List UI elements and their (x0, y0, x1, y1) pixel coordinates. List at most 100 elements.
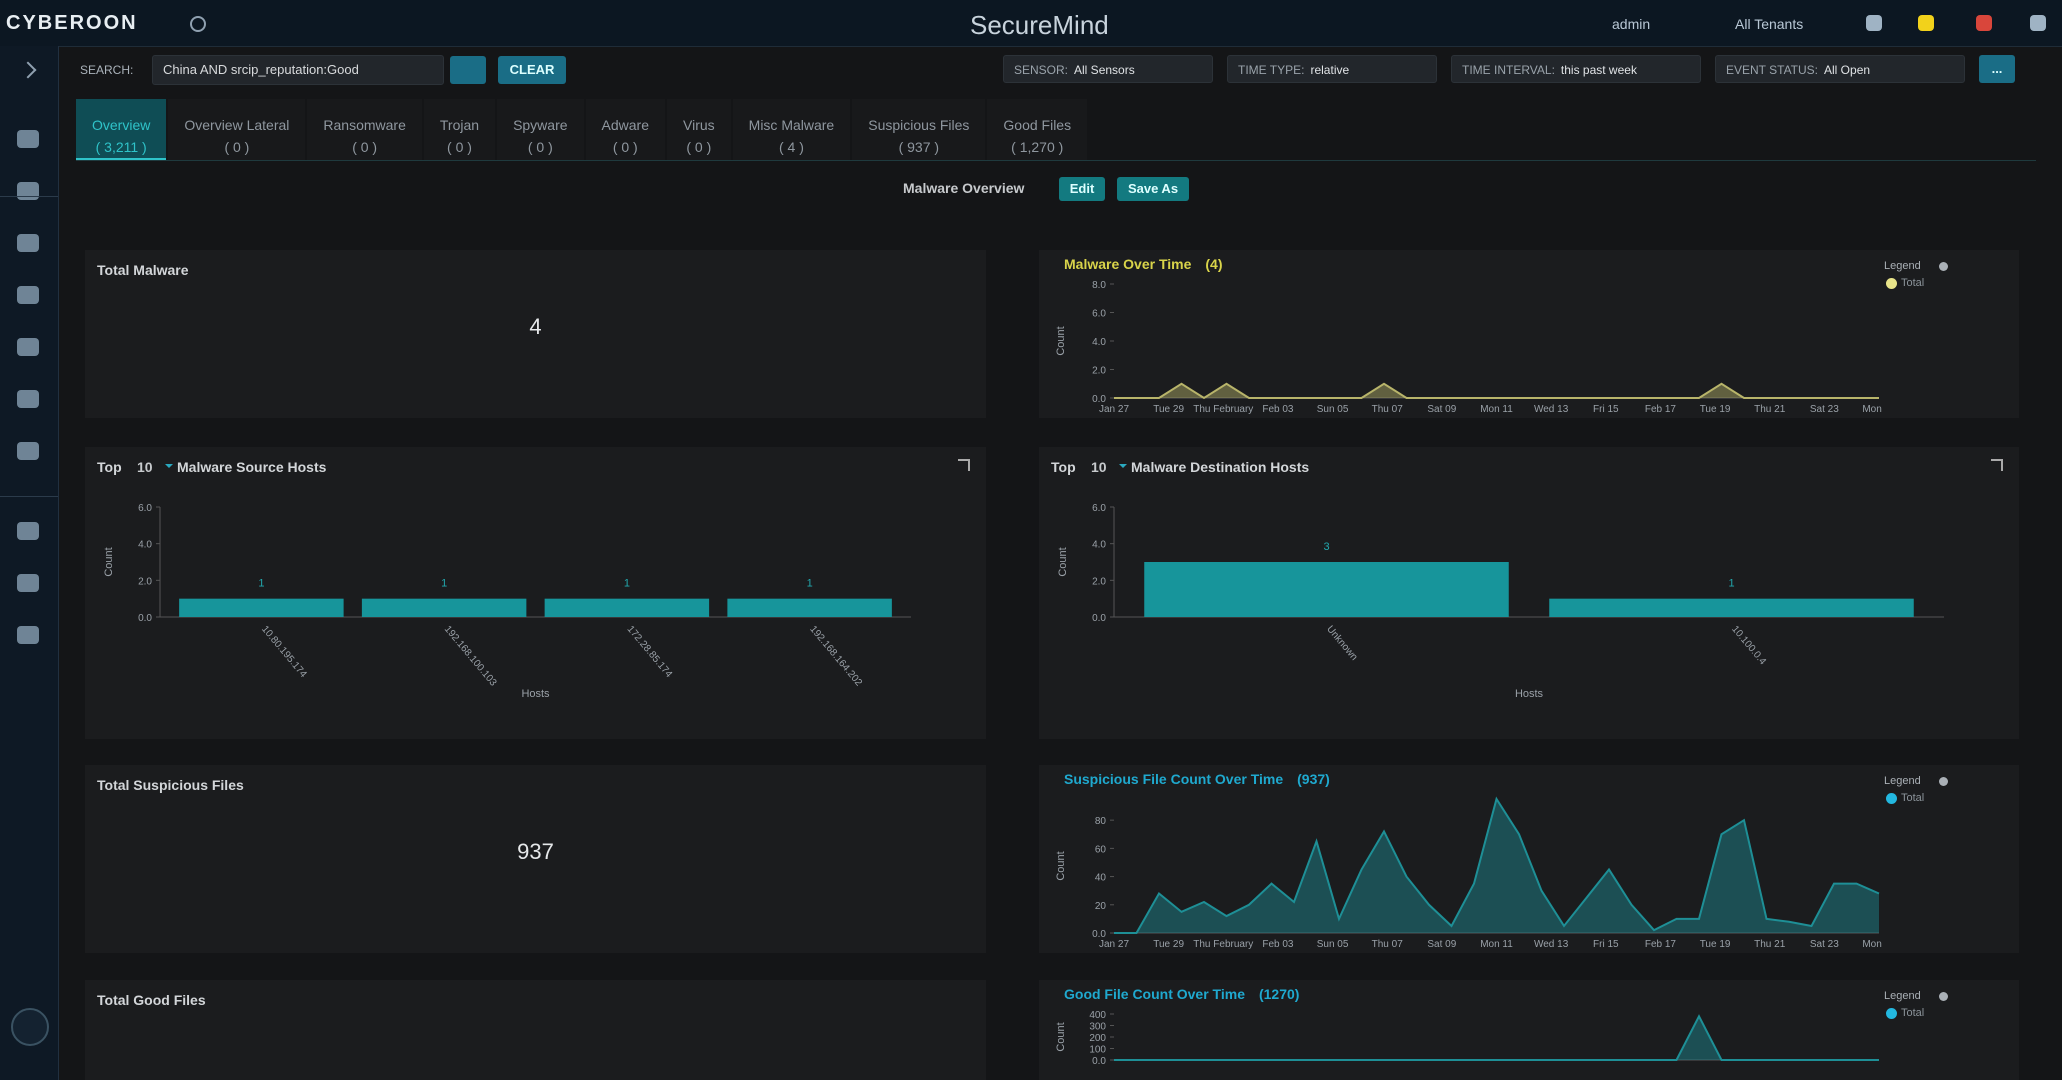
bar-value-label: 1 (624, 578, 630, 590)
tab-count: ( 0 ) (224, 139, 250, 155)
user-menu[interactable]: admin (1612, 16, 1651, 32)
nav-icon[interactable] (17, 286, 39, 304)
tab-name: Adware (601, 117, 649, 133)
edit-button[interactable]: Edit (1059, 177, 1105, 201)
x-tick-label: Sun 05 (1317, 404, 1349, 415)
nav-icon[interactable] (17, 130, 39, 148)
x-tick-label: Mon 11 (1480, 404, 1513, 415)
chat-icon[interactable] (2030, 15, 2046, 31)
y-tick-label: 4.0 (1092, 540, 1106, 551)
y-tick-label: 60 (1095, 844, 1107, 855)
x-tick-label: Jan 27 (1099, 404, 1129, 415)
y-tick-label: 200 (1089, 1033, 1106, 1044)
y-tick-label: 6.0 (138, 503, 152, 514)
x-tick-label: Wed 13 (1534, 939, 1569, 950)
tab[interactable]: Overview ( 3,211 ) (76, 99, 167, 160)
legend-title: Legend (1884, 990, 1921, 1002)
y-tick-label: 100 (1089, 1045, 1106, 1056)
expand-icon[interactable] (958, 459, 970, 471)
legend-info[interactable] (1939, 777, 1948, 786)
panel: Top 10 Malware Destination Hosts Count 0.0 2.… (1039, 447, 2019, 739)
expand-icon[interactable] (1991, 459, 2003, 471)
tenant-menu[interactable]: All Tenants (1735, 16, 1804, 32)
legend-info[interactable] (1939, 992, 1948, 1001)
refresh-icon[interactable] (190, 16, 206, 32)
legend-label: Total (1901, 277, 1925, 289)
y-tick-label: 6.0 (1092, 503, 1106, 514)
x-axis-label: Hosts (1515, 688, 1544, 700)
x-tick-label: Mon 11 (1480, 939, 1513, 950)
search-button[interactable] (450, 56, 486, 84)
x-tick-label: Sat 23 (1810, 404, 1839, 415)
tab[interactable]: Virus ( 0 ) (667, 99, 731, 160)
y-tick-label: 80 (1095, 816, 1107, 827)
clear-button[interactable]: CLEAR (498, 56, 566, 84)
tab[interactable]: Good Files ( 1,270 ) (987, 99, 1088, 160)
nav-icon[interactable] (17, 522, 39, 540)
tab-count: ( 937 ) (898, 139, 940, 155)
x-tick-label: 192.168.100.103 (442, 624, 499, 689)
x-tick-label: Thu 21 (1754, 939, 1786, 950)
x-tick-label: Wed 13 (1534, 404, 1569, 415)
filter-dropdown[interactable]: TIME INTERVAL: this past week (1451, 55, 1701, 83)
x-tick-label: Feb 03 (1262, 939, 1294, 950)
tab[interactable]: Misc Malware ( 4 ) (732, 99, 851, 160)
chart-count: (937) (1297, 771, 1330, 787)
x-tick-label: Thu 07 (1372, 939, 1404, 950)
filter-dropdown[interactable]: EVENT STATUS: All Open (1715, 55, 1965, 83)
legend-label: Total (1901, 792, 1925, 804)
panel-title: Total Malware (97, 262, 189, 278)
filter-dropdown[interactable]: SENSOR: All Sensors (1003, 55, 1213, 83)
tab-count: ( 0 ) (612, 139, 638, 155)
search-label: SEARCH: (80, 63, 134, 77)
nav-icon[interactable] (17, 626, 39, 644)
line (1114, 1014, 1879, 1061)
tab[interactable]: Trojan ( 0 ) (423, 99, 496, 160)
x-tick-label: Thu February (1193, 939, 1253, 950)
nav-icon[interactable] (17, 234, 39, 252)
legend-info[interactable] (1939, 262, 1948, 271)
y-tick-label: 4.0 (1092, 337, 1106, 348)
panel-title: Total Good Files (97, 992, 206, 1008)
nav-icon[interactable] (17, 574, 39, 592)
panel: Total Suspicious Files 937 (85, 765, 986, 953)
more-button[interactable]: ... (1979, 55, 2015, 83)
nav-icon[interactable] (17, 442, 39, 460)
tab[interactable]: Spyware ( 0 ) (497, 99, 584, 160)
legend-title: Legend (1884, 260, 1921, 272)
tab[interactable]: Overview Lateral ( 0 ) (168, 99, 306, 160)
nav-icon[interactable] (17, 390, 39, 408)
heart-icon[interactable] (1918, 15, 1934, 31)
filter-label: TIME TYPE: (1238, 63, 1305, 77)
bell-icon[interactable] (1866, 15, 1882, 31)
nav-icon[interactable] (17, 338, 39, 356)
chart-title-text: Malware Over Time (1064, 256, 1192, 272)
legend-swatch[interactable] (1886, 278, 1897, 289)
separator (0, 496, 58, 497)
x-tick-label: Thu February (1193, 404, 1253, 415)
chart: Count 0.0 2.0 4.0 6.0 3 Unknown 1 10.100.0.4 Host… (1057, 503, 1944, 700)
tab[interactable]: Ransomware ( 0 ) (307, 99, 422, 160)
filter-value: All Open (1824, 63, 1871, 77)
top-n-select[interactable]: 10 (1091, 459, 1107, 475)
chart-count: (4) (1205, 256, 1223, 272)
legend-swatch[interactable] (1886, 1008, 1897, 1019)
pdf-icon[interactable] (1976, 15, 1992, 31)
tabs: Overview( 3,211 ) Overview Lateral( 0 ) Ra… (76, 99, 1089, 160)
save-as-button[interactable]: Save As (1117, 177, 1189, 201)
tab[interactable]: Suspicious Files ( 937 ) (852, 99, 986, 160)
legend-swatch[interactable] (1886, 793, 1897, 804)
tab-name: Suspicious Files (868, 117, 970, 133)
nav-icon[interactable] (17, 182, 39, 200)
logo: CYBEROON (6, 12, 138, 34)
top-n-select[interactable]: 10 (137, 459, 153, 475)
y-tick-label: 0.0 (1092, 1056, 1106, 1067)
chat-button[interactable] (11, 1008, 49, 1046)
tab-name: Good Files (1003, 117, 1072, 133)
expand-icon[interactable] (19, 61, 37, 79)
tab-underline (76, 160, 2036, 161)
x-tick-label: Jan 27 (1099, 939, 1129, 950)
tab[interactable]: Adware ( 0 ) (585, 99, 665, 160)
search-input[interactable]: China AND srcip_reputation:Good (152, 55, 444, 85)
filter-dropdown[interactable]: TIME TYPE: relative (1227, 55, 1437, 83)
